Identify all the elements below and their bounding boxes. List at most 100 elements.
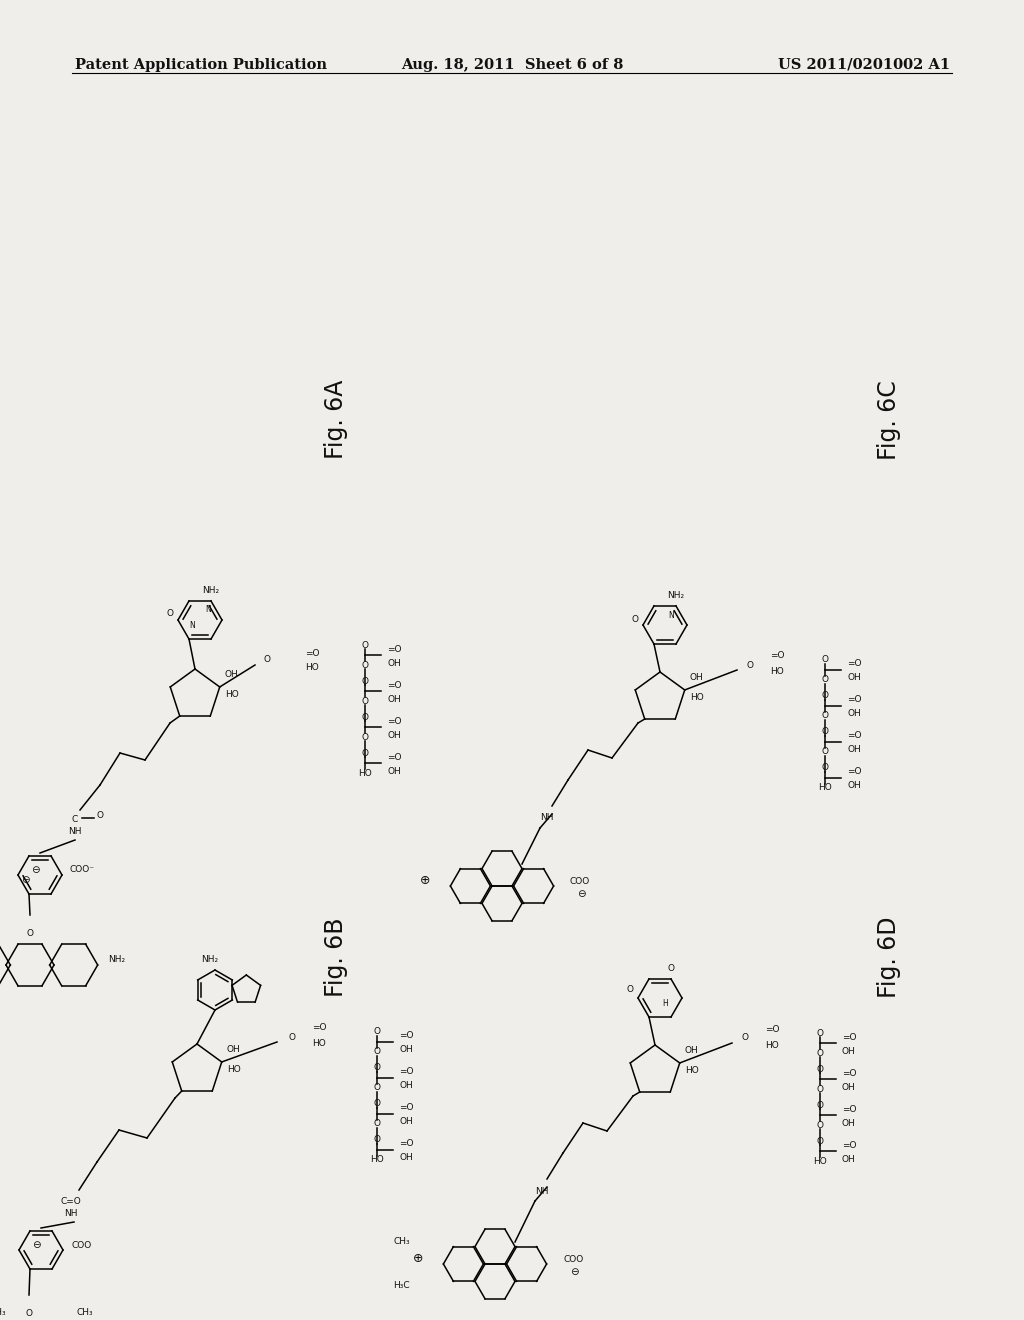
Text: OH: OH: [387, 767, 400, 776]
Text: =O: =O: [387, 752, 401, 762]
Text: NH: NH: [69, 828, 82, 837]
Text: =O: =O: [847, 660, 861, 668]
Text: O: O: [816, 1101, 823, 1110]
Text: O: O: [632, 615, 639, 623]
Text: NH: NH: [541, 813, 554, 822]
Text: COO⁻: COO⁻: [70, 866, 95, 874]
Text: HO: HO: [690, 693, 703, 702]
Text: HO: HO: [813, 1156, 826, 1166]
Text: =O: =O: [399, 1139, 414, 1148]
Text: OH: OH: [224, 671, 239, 680]
Text: =O: =O: [312, 1023, 327, 1032]
Text: HO: HO: [685, 1067, 698, 1076]
Text: Fig. 6C: Fig. 6C: [877, 380, 901, 459]
Text: OH: OH: [842, 1047, 856, 1056]
Text: OH: OH: [842, 1082, 856, 1092]
Text: US 2011/0201002 A1: US 2011/0201002 A1: [778, 58, 950, 73]
Text: NH₂: NH₂: [108, 956, 125, 965]
Text: O: O: [361, 733, 369, 742]
Text: O: O: [374, 1135, 381, 1144]
Text: HO: HO: [770, 668, 783, 676]
Text: HO: HO: [224, 690, 239, 700]
Text: NH: NH: [536, 1187, 549, 1196]
Text: ⊕: ⊕: [420, 874, 430, 887]
Text: ⊖: ⊖: [32, 1239, 40, 1250]
Text: HO: HO: [226, 1065, 241, 1074]
Text: N: N: [205, 606, 211, 615]
Text: O: O: [821, 656, 828, 664]
Text: =O: =O: [399, 1068, 414, 1077]
Text: O: O: [816, 1028, 823, 1038]
Text: N: N: [668, 610, 674, 619]
Text: O: O: [361, 697, 369, 705]
Text: N: N: [189, 620, 195, 630]
Text: ⊖: ⊖: [20, 875, 30, 884]
Text: O: O: [374, 1084, 381, 1093]
Text: =O: =O: [770, 652, 784, 660]
Text: O: O: [26, 1308, 33, 1317]
Text: =O: =O: [847, 696, 861, 705]
Text: O: O: [361, 748, 369, 758]
Text: O: O: [746, 660, 754, 669]
Text: HO: HO: [305, 663, 318, 672]
Text: O: O: [821, 711, 828, 721]
Text: O: O: [816, 1085, 823, 1093]
Text: NH₂: NH₂: [202, 956, 218, 965]
Text: O: O: [361, 660, 369, 669]
Text: OH: OH: [399, 1118, 413, 1126]
Text: O: O: [289, 1032, 296, 1041]
Text: O: O: [821, 763, 828, 772]
Text: Aug. 18, 2011  Sheet 6 of 8: Aug. 18, 2011 Sheet 6 of 8: [400, 58, 624, 73]
Text: OH: OH: [399, 1045, 413, 1055]
Text: O: O: [816, 1064, 823, 1073]
Text: O: O: [821, 747, 828, 756]
Text: CH₃: CH₃: [0, 1308, 6, 1317]
Text: OH: OH: [847, 781, 861, 791]
Text: O: O: [374, 1027, 381, 1036]
Text: COO: COO: [570, 876, 590, 886]
Text: HO: HO: [818, 784, 831, 792]
Text: O: O: [816, 1048, 823, 1057]
Text: ⊖: ⊖: [31, 865, 39, 875]
Text: OH: OH: [387, 694, 400, 704]
Text: HO: HO: [358, 768, 372, 777]
Text: =O: =O: [305, 648, 319, 657]
Text: ⊖: ⊖: [577, 888, 586, 899]
Text: O: O: [374, 1064, 381, 1072]
Text: O: O: [374, 1119, 381, 1129]
Text: NH₂: NH₂: [668, 591, 685, 601]
Text: =O: =O: [842, 1068, 856, 1077]
Text: CH₃: CH₃: [77, 1308, 93, 1317]
Text: =O: =O: [765, 1024, 779, 1034]
Text: HO: HO: [312, 1040, 326, 1048]
Text: =O: =O: [387, 644, 401, 653]
Text: HO: HO: [765, 1040, 778, 1049]
Text: H₃C: H₃C: [393, 1282, 410, 1291]
Text: O: O: [27, 928, 34, 937]
Text: OH: OH: [842, 1155, 856, 1163]
Text: CH₃: CH₃: [393, 1238, 410, 1246]
Text: O: O: [374, 1100, 381, 1109]
Text: O: O: [816, 1121, 823, 1130]
Text: =O: =O: [399, 1031, 414, 1040]
Text: OH: OH: [690, 673, 703, 682]
Text: =O: =O: [842, 1105, 856, 1114]
Text: Fig. 6A: Fig. 6A: [324, 380, 348, 459]
Text: NH₂: NH₂: [203, 586, 219, 595]
Text: O: O: [167, 610, 173, 619]
Text: ⊖: ⊖: [570, 1267, 579, 1276]
Text: =O: =O: [842, 1140, 856, 1150]
Text: =O: =O: [387, 681, 401, 689]
Text: Fig. 6B: Fig. 6B: [324, 917, 348, 997]
Text: =O: =O: [847, 731, 861, 741]
Text: O: O: [96, 810, 103, 820]
Text: =O: =O: [399, 1104, 414, 1113]
Text: OH: OH: [842, 1118, 856, 1127]
Text: COO: COO: [71, 1241, 91, 1250]
Text: O: O: [374, 1048, 381, 1056]
Text: HO: HO: [370, 1155, 384, 1164]
Text: C=O: C=O: [60, 1197, 81, 1206]
Text: O: O: [361, 640, 369, 649]
Text: OH: OH: [226, 1045, 241, 1055]
Text: COO: COO: [563, 1254, 584, 1263]
